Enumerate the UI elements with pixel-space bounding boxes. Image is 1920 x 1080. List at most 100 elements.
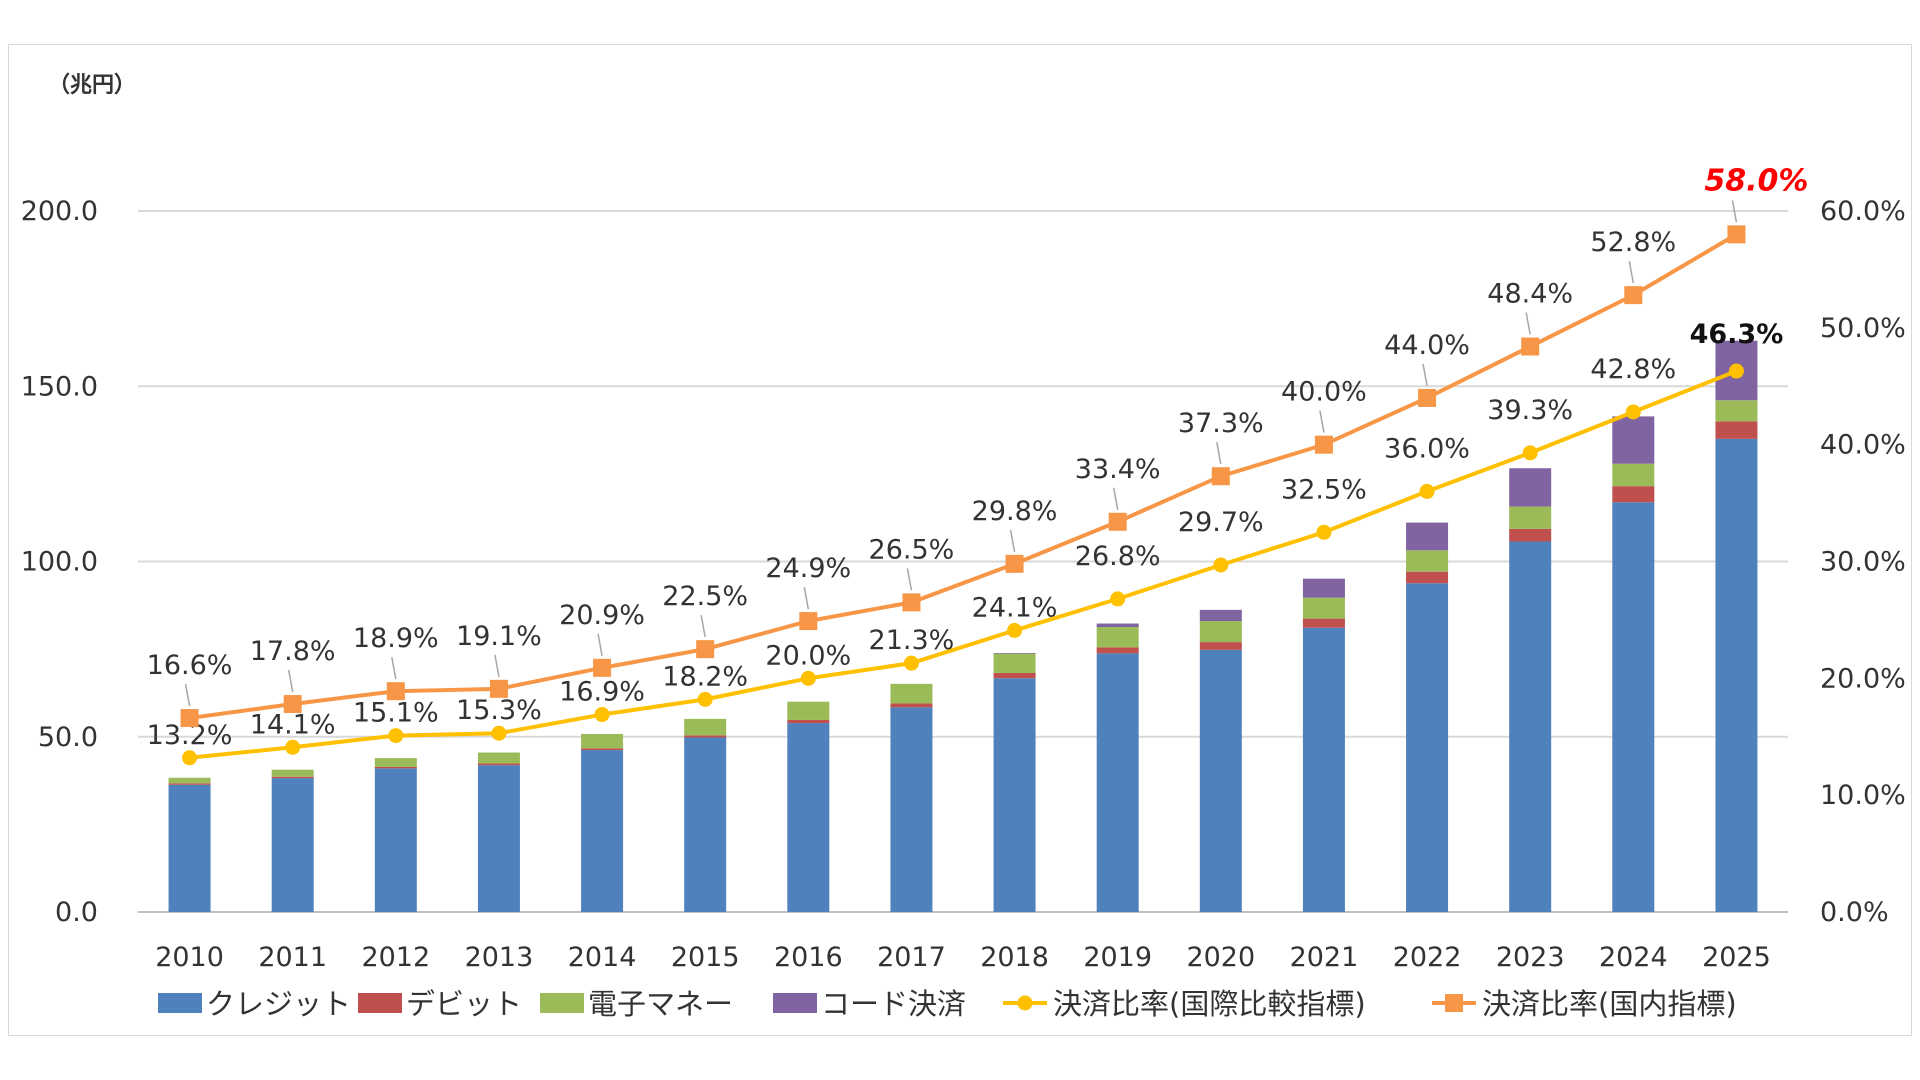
series-marker (799, 612, 818, 631)
legend-label: 決済比率(国内指標) (1482, 987, 1737, 1021)
y-right-tick-label: 50.0% (1820, 313, 1906, 344)
data-label: 15.1% (353, 698, 439, 729)
legend-label: 電子マネー (588, 987, 733, 1021)
data-label: 52.8% (1590, 227, 1676, 258)
y-right-tick-label: 30.0% (1820, 547, 1906, 578)
data-label-leader (391, 657, 397, 680)
legend-marker (1017, 995, 1033, 1011)
series-marker (1316, 524, 1332, 540)
series-marker (1522, 445, 1538, 461)
legend-label: コード決済 (821, 987, 966, 1021)
data-label: 39.3% (1487, 395, 1573, 426)
series-marker (388, 728, 404, 744)
bar-segment (271, 778, 314, 912)
series-marker (1419, 483, 1435, 499)
bar-segment (477, 763, 520, 766)
data-label-leader (906, 568, 913, 591)
bar-segment (890, 707, 933, 912)
y-left-tick-label: 150.0 (21, 371, 98, 402)
series-marker (593, 658, 612, 677)
data-label-leader (1525, 312, 1531, 335)
legend-swatch (358, 993, 402, 1013)
data-label-leader (1628, 260, 1635, 284)
bar-segment (1199, 649, 1242, 912)
x-tick-label: 2012 (361, 942, 430, 973)
data-label: 22.5% (662, 581, 748, 612)
data-label: 58.0% (1704, 163, 1808, 198)
bar-segment (993, 672, 1036, 679)
data-label-leader (700, 614, 706, 638)
bar-segment (477, 752, 520, 764)
data-label: 20.9% (559, 600, 645, 631)
bar-segment (271, 776, 314, 779)
bar-segment (1715, 438, 1758, 912)
x-tick-label: 2020 (1186, 942, 1255, 973)
bar-segment (1715, 421, 1758, 439)
series-marker (696, 640, 715, 659)
bar-segment (1406, 522, 1449, 551)
bar-segment (1096, 647, 1139, 654)
bar-segment (1199, 642, 1242, 650)
series-marker (491, 725, 507, 741)
legend-swatch (773, 993, 817, 1013)
series-marker (489, 679, 508, 698)
bar-segment (1096, 653, 1139, 912)
data-label: 20.0% (765, 640, 851, 671)
y-left-tick-label: 200.0 (21, 196, 98, 227)
series-marker (180, 709, 199, 728)
x-tick-label: 2010 (155, 942, 224, 973)
series-marker (697, 691, 713, 707)
bar-segment (168, 777, 211, 784)
series-line (189, 232, 1738, 721)
data-label-leader (1731, 200, 1738, 223)
bar-segment (1509, 528, 1552, 542)
bar-segment (890, 683, 933, 704)
bar-segment (1096, 627, 1139, 648)
data-label: 24.9% (765, 553, 851, 584)
bar-segment (477, 765, 520, 912)
bar-segment (1199, 621, 1242, 643)
bar-segment (1302, 627, 1345, 912)
legend-label: デビット (406, 987, 522, 1021)
series-marker (1110, 591, 1126, 607)
bar-segment (993, 653, 1036, 673)
y-left-tick-label: 50.0 (38, 722, 98, 753)
data-label: 15.3% (456, 695, 542, 726)
data-label: 16.6% (147, 650, 233, 681)
series-marker (1625, 404, 1641, 420)
series-marker (1005, 554, 1024, 573)
bar-segment (993, 652, 1036, 654)
bar-segment (890, 703, 933, 708)
series-marker (594, 707, 610, 723)
y-right-tick-label: 10.0% (1820, 780, 1906, 811)
bar-segment (168, 783, 211, 785)
bar-segment (787, 723, 830, 912)
data-label: 48.4% (1487, 279, 1573, 310)
x-tick-label: 2011 (258, 942, 327, 973)
bar-segment (1612, 463, 1655, 487)
data-label: 40.0% (1281, 377, 1367, 408)
x-tick-label: 2022 (1393, 942, 1462, 973)
series-marker (1108, 512, 1127, 531)
data-label: 37.3% (1178, 408, 1264, 439)
x-tick-label: 2014 (568, 942, 637, 973)
series-marker (1727, 225, 1746, 244)
data-label-leader (1112, 487, 1119, 510)
bar-segment (168, 784, 211, 912)
bar-segment (1199, 609, 1242, 622)
data-label: 26.5% (869, 534, 955, 565)
series-marker (1728, 363, 1744, 379)
series-marker (182, 750, 198, 766)
bar-segment (1612, 416, 1655, 464)
data-label-leader (1319, 410, 1325, 433)
data-label: 24.1% (972, 592, 1058, 623)
y-right-tick-label: 20.0% (1820, 663, 1906, 694)
data-label-leader (287, 669, 294, 693)
series-marker (1211, 467, 1230, 486)
bar-segment (787, 719, 830, 724)
x-tick-label: 2017 (877, 942, 946, 973)
data-label: 17.8% (250, 636, 336, 667)
data-label: 32.5% (1281, 474, 1367, 505)
legend-swatch (540, 993, 584, 1013)
bar-segment (1509, 468, 1552, 507)
